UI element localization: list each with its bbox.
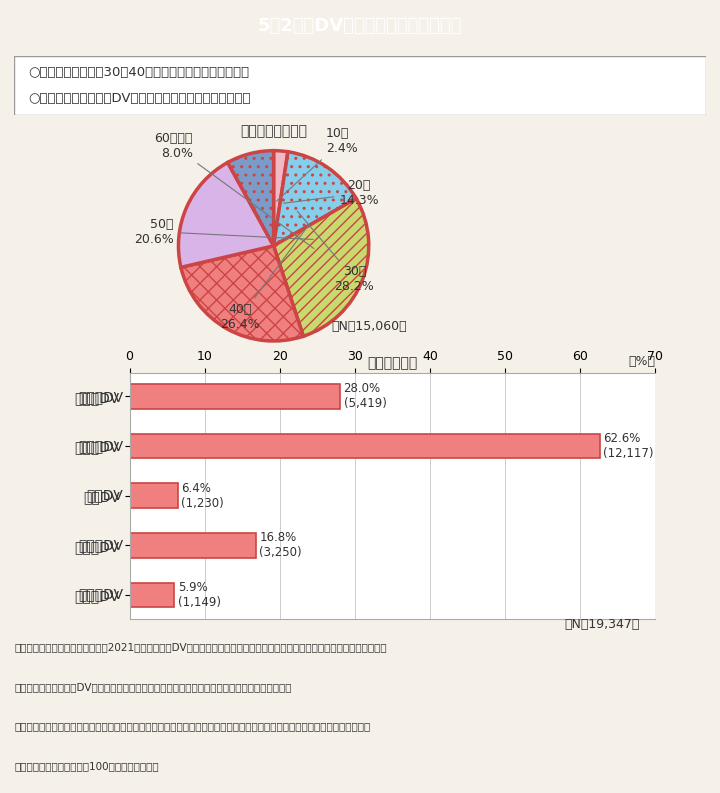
- Bar: [130, 533, 256, 557]
- Wedge shape: [181, 246, 303, 341]
- Text: 身体的DV: 身体的DV: [78, 390, 124, 404]
- Bar: [130, 483, 178, 508]
- Bar: [130, 583, 174, 607]
- Text: 精神的DV: 精神的DV: [78, 439, 124, 454]
- Text: 16.8%
(3,250): 16.8% (3,250): [259, 531, 302, 559]
- Wedge shape: [274, 151, 288, 246]
- Wedge shape: [274, 151, 356, 246]
- Text: 50代
20.6%: 50代 20.6%: [134, 217, 313, 246]
- Text: 社会的DV: 社会的DV: [78, 587, 124, 601]
- Text: 10代
2.4%: 10代 2.4%: [276, 127, 358, 201]
- Text: 経済的DV: 経済的DV: [78, 538, 124, 552]
- Text: （備考）上図．内閣府「令和３（2021）年度前期『DV相談＋（プラス）事業における相談支援の分析に係る調査研究事業』報: （備考）上図．内閣府「令和３（2021）年度前期『DV相談＋（プラス）事業におけ…: [14, 642, 387, 653]
- Bar: [130, 384, 340, 408]
- Text: 30代
28.2%: 30代 28.2%: [297, 211, 374, 293]
- Text: 告書」より。DV相談＋での相談対応件数のうち、年代が不明であるものを除いた件数。: 告書」より。DV相談＋での相談対応件数のうち、年代が不明であるものを除いた件数。: [14, 682, 292, 692]
- Bar: [130, 434, 600, 458]
- Text: ○相談者の年代は、30〜40代で全体の約５割を占める。: ○相談者の年代は、30〜40代で全体の約５割を占める。: [28, 66, 249, 79]
- Wedge shape: [228, 151, 274, 246]
- Text: ○相談内容は、精神的DVに関するものが約６割を占める。: ○相談内容は、精神的DVに関するものが約６割を占める。: [28, 92, 251, 105]
- Text: 割合は合計しても100％にはならない。: 割合は合計しても100％にはならない。: [14, 761, 159, 772]
- Text: 20代
14.3%: 20代 14.3%: [284, 179, 379, 208]
- Text: 40代
26.4%: 40代 26.4%: [220, 225, 308, 331]
- Text: 60代以上
8.0%: 60代以上 8.0%: [154, 132, 314, 248]
- Text: 性的DV: 性的DV: [86, 488, 124, 503]
- Text: （%）: （%）: [628, 355, 655, 368]
- Text: 62.6%
(12,117): 62.6% (12,117): [603, 432, 654, 460]
- Text: ＜相談内容＞: ＜相談内容＞: [367, 356, 418, 370]
- Text: 6.4%
(1,230): 6.4% (1,230): [181, 481, 224, 510]
- Text: 28.0%
(5,419): 28.0% (5,419): [343, 382, 387, 410]
- Text: 5－2図　DV相談者の年齢・相談内容: 5－2図 DV相談者の年齢・相談内容: [258, 17, 462, 35]
- Wedge shape: [179, 163, 274, 267]
- Text: ＜相談者の年齢＞: ＜相談者の年齢＞: [240, 124, 307, 138]
- FancyBboxPatch shape: [14, 56, 706, 115]
- Text: （N＝15,060）: （N＝15,060）: [331, 320, 407, 333]
- Text: 5.9%
(1,149): 5.9% (1,149): [178, 581, 220, 609]
- Text: 下図．同報告書の相談内容（複数のテーマを含む。）より、配偶者からの暴力のみ抽出し作成。複数回答になるため、: 下図．同報告書の相談内容（複数のテーマを含む。）より、配偶者からの暴力のみ抽出し…: [14, 722, 371, 732]
- Text: （N＝19,347）: （N＝19,347）: [564, 619, 640, 631]
- Wedge shape: [274, 198, 369, 336]
